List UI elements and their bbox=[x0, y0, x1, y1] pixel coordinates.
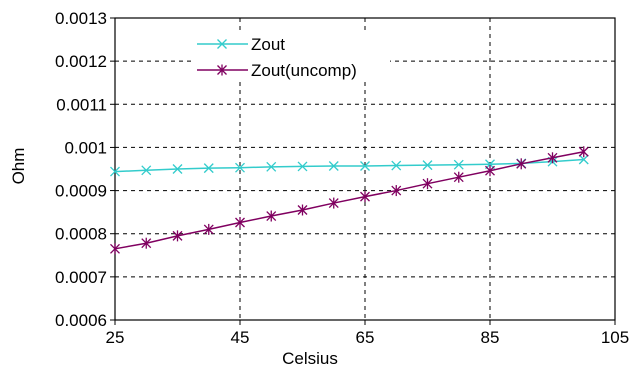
data-point-zout-uncomp bbox=[516, 158, 527, 170]
data-point-zout bbox=[235, 162, 245, 173]
data-point-zout bbox=[110, 166, 120, 177]
y-tick-label: 0.0008 bbox=[55, 225, 107, 244]
y-tick-label: 0.0013 bbox=[55, 9, 107, 28]
data-point-zout-uncomp bbox=[391, 185, 402, 197]
x-tick-label: 105 bbox=[601, 328, 629, 347]
y-tick-label: 0.001 bbox=[64, 138, 107, 157]
data-point-zout bbox=[391, 160, 402, 171]
legend-marker-zout bbox=[217, 39, 227, 49]
series-zout-uncomp bbox=[110, 146, 589, 255]
data-point-zout-uncomp bbox=[547, 152, 558, 164]
data-point-zout-uncomp bbox=[266, 210, 277, 222]
marker-stroke bbox=[172, 164, 183, 174]
legend-label-zout: Zout bbox=[251, 35, 285, 54]
data-point-zout bbox=[203, 163, 214, 174]
marker-stroke bbox=[110, 166, 120, 177]
x-tick-label: 65 bbox=[356, 328, 375, 347]
data-point-zout-uncomp bbox=[485, 165, 495, 177]
legend-marker-zout-glyph bbox=[217, 39, 227, 49]
data-point-zout-uncomp bbox=[360, 191, 370, 203]
series-line-zout-uncomp bbox=[114, 151, 584, 250]
legend-label-zout-uncomp: Zout(uncomp) bbox=[251, 61, 357, 80]
data-point-zout-uncomp bbox=[235, 216, 245, 228]
y-axis-title: Ohm bbox=[9, 148, 28, 185]
x-tick-label: 45 bbox=[231, 328, 250, 347]
data-point-zout-uncomp bbox=[328, 197, 339, 209]
data-point-zout-uncomp bbox=[578, 146, 589, 158]
legend-box bbox=[192, 30, 390, 80]
data-point-zout-uncomp bbox=[203, 223, 214, 235]
marker-stroke bbox=[203, 163, 214, 174]
data-point-zout bbox=[360, 161, 370, 171]
series-group bbox=[110, 146, 589, 255]
legend-marker-zout-uncomp bbox=[217, 64, 227, 76]
x-tick-label: 25 bbox=[106, 328, 125, 347]
data-point-zout-uncomp bbox=[141, 237, 152, 249]
marker-stroke bbox=[235, 162, 245, 173]
data-point-zout bbox=[141, 165, 152, 176]
y-tick-label: 0.0006 bbox=[55, 311, 107, 330]
y-tick-label: 0.0011 bbox=[56, 95, 107, 114]
series-line-zout bbox=[114, 158, 584, 173]
marker-stroke bbox=[360, 161, 370, 171]
legend-marker-zout-uncomp-glyph bbox=[217, 64, 227, 76]
marker-stroke bbox=[453, 159, 464, 170]
marker-stroke bbox=[141, 165, 152, 176]
y-tick-label: 0.0007 bbox=[55, 268, 107, 287]
marker-stroke bbox=[217, 39, 227, 49]
data-point-zout bbox=[578, 154, 589, 165]
data-point-zout bbox=[266, 161, 277, 172]
data-point-zout-uncomp bbox=[297, 204, 308, 216]
data-point-zout bbox=[172, 164, 183, 174]
marker-stroke bbox=[578, 154, 589, 165]
y-tick-label: 0.0009 bbox=[55, 182, 107, 201]
x-axis-tick-labels: 25 45 65 85 105 bbox=[106, 320, 629, 347]
y-axis-tick-labels: 0.0006 0.0007 0.0008 0.0009 0.001 0.0011 0.001… bbox=[55, 9, 115, 330]
x-tick-label: 85 bbox=[481, 328, 500, 347]
y-tick-label: 0.0012 bbox=[55, 52, 107, 71]
marker-stroke bbox=[266, 161, 277, 172]
marker-stroke bbox=[422, 160, 433, 171]
data-point-zout bbox=[422, 160, 433, 171]
data-point-zout-uncomp bbox=[453, 171, 464, 183]
marker-stroke bbox=[328, 161, 339, 171]
data-point-zout bbox=[297, 161, 308, 172]
data-point-zout bbox=[453, 159, 464, 170]
marker-stroke bbox=[297, 161, 308, 172]
marker-stroke bbox=[391, 160, 402, 171]
data-point-zout-uncomp bbox=[110, 243, 120, 255]
legend: Zout Zout(uncomp) bbox=[192, 30, 390, 80]
data-point-zout-uncomp bbox=[422, 178, 433, 190]
data-point-zout-uncomp bbox=[172, 230, 183, 242]
data-point-zout bbox=[328, 161, 339, 171]
x-axis-title: Celsius bbox=[282, 349, 338, 368]
